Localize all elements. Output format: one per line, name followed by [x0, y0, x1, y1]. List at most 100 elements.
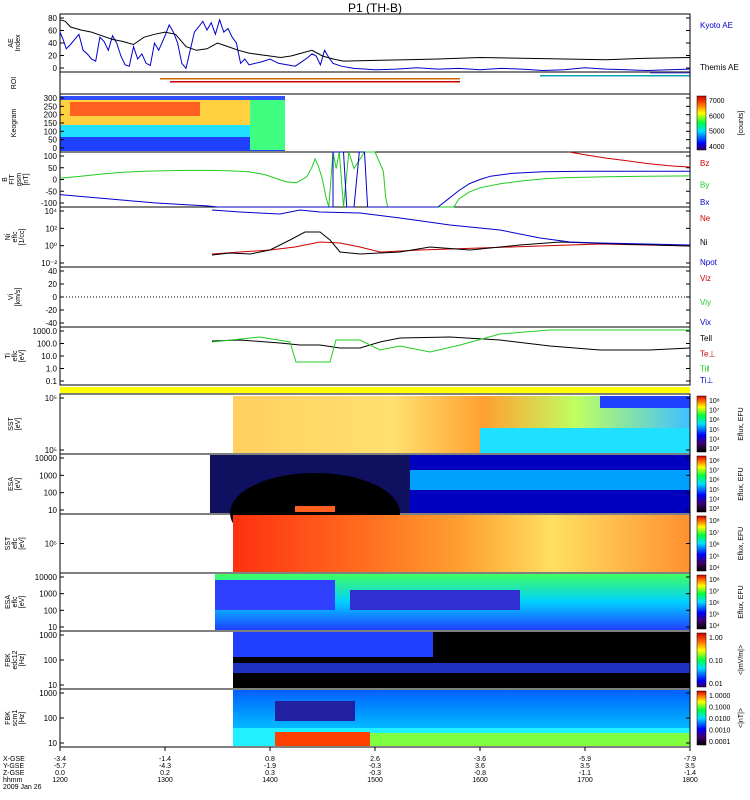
ytick-label: -100	[41, 199, 58, 208]
colorbar-label: [counts]	[738, 111, 745, 136]
colorbar-tick: 10⁷	[709, 530, 720, 537]
ytick-label: 0	[53, 293, 58, 302]
xaxis-value: 3.5	[685, 763, 695, 770]
ylabel-word: Keogram	[11, 109, 18, 138]
ylabel-ni: Ni eflc [1/cc]	[5, 229, 26, 246]
ytick-label: 100	[44, 489, 58, 498]
sst1-spectrogram	[60, 387, 690, 453]
ylabel-word: Ni	[5, 233, 12, 240]
ylabel-word: [eV]	[15, 478, 22, 491]
colorbar-tick: 0.0100	[709, 716, 731, 723]
xaxis-row-label: hhmm	[3, 777, 23, 784]
ytick-label: 1000	[39, 471, 57, 480]
ylabel-bfit: B FIT gsm [nT]	[2, 173, 30, 186]
ylabel-word: [eV]	[15, 418, 22, 431]
colorbar-tick: 0.0010	[709, 728, 731, 735]
ylabel-word: eflc	[12, 596, 19, 607]
colorbar-tick: 10⁸	[709, 398, 720, 405]
colorbar-tick: 10⁵	[709, 553, 720, 560]
ylabel-fbk1: FBK edc12 [Hz]	[5, 650, 26, 669]
xaxis-row-label: Y-GSE	[3, 763, 24, 770]
ytick-label: 50	[48, 164, 57, 173]
xaxis-value: 2.6	[370, 756, 380, 763]
ytick-label: 40	[48, 267, 57, 276]
legend-ti-item: Tell	[700, 334, 712, 343]
roi-bars	[160, 72, 690, 83]
colorbar-tick: 10³	[709, 446, 720, 453]
fbk1-spectrogram	[233, 632, 690, 688]
ylabel-word: SST	[8, 416, 15, 430]
colorbar-tick: 10⁴	[709, 496, 720, 503]
colorbar-tick: 10⁶	[709, 600, 720, 607]
ylabel-roi: ROI	[11, 77, 18, 90]
series-ae-kyoto-ae	[59, 18, 691, 72]
xaxis-value: 0.2	[160, 770, 170, 777]
xaxis-value: -5.9	[579, 756, 591, 763]
colorbar-tick: 10⁷	[709, 408, 720, 415]
ytick-label: 1000	[39, 631, 57, 640]
ytick-label: 20	[48, 280, 57, 289]
ylabel-word: eflc	[12, 538, 19, 549]
colorbar-tick: 0.10	[709, 658, 723, 665]
panel-frame-bfit	[59, 151, 691, 208]
ylabel-ae: AE Index	[8, 34, 22, 52]
ylabel-esa1: ESA [eV]	[8, 477, 22, 491]
ylabel-word: FIT	[9, 174, 16, 185]
colorbar-tick: 10⁶	[709, 417, 720, 424]
xaxis-value: 1800	[682, 777, 698, 784]
sst2-spectrogram	[233, 515, 690, 572]
keogram-image	[60, 96, 285, 151]
xaxis-row-label: Z-GSE	[3, 770, 25, 777]
colorbar-tick: 10⁴	[709, 623, 720, 630]
colorbar-tick: 10⁷	[709, 468, 720, 475]
legend-vi-item: Vix	[700, 318, 711, 327]
xaxis-value: -1.4	[159, 756, 171, 763]
ylabel-word: [nT]	[23, 173, 30, 185]
colorbar-keogram	[696, 95, 707, 151]
ylabel-word: Ti	[5, 353, 12, 359]
colorbar-tick: 0.0001	[709, 739, 731, 746]
colorbar-tick: 10⁴	[709, 436, 720, 443]
ytick-label: 10²	[45, 224, 57, 233]
ytick-label: 10⁵	[45, 394, 57, 403]
series-bfit-bz	[569, 151, 691, 168]
legend-bfit-item: By	[700, 181, 709, 190]
colorbar-tick: 10⁸	[709, 518, 720, 525]
legend-ni-item: Ni	[700, 238, 708, 247]
ylabel-word: AE	[8, 38, 15, 48]
legend-ti-item: Te⊥	[700, 349, 715, 358]
ylabel-esa2: ESA eflc [eV]	[5, 595, 26, 609]
ylabel-ti: Ti eflc [eV]	[5, 350, 26, 363]
colorbar-fbk1	[696, 632, 707, 688]
colorbar-tick: 0.01	[709, 681, 723, 688]
ytick-label: 100.0	[37, 340, 58, 349]
ytick-label: 60	[48, 27, 57, 36]
ylabel-word: [Hz]	[19, 654, 26, 667]
xaxis-value: -0.8	[474, 770, 486, 777]
ylabel-word: gsm	[16, 173, 23, 186]
ytick-label: 10000	[35, 573, 58, 582]
ylabel-word: B	[2, 177, 9, 182]
colorbar-tick: 6000	[709, 113, 725, 120]
ylabel-word: FBK	[5, 711, 12, 725]
xaxis-value: 1600	[472, 777, 488, 784]
colorbar-tick: 10⁵	[709, 612, 720, 619]
ytick-label: 10	[48, 739, 57, 748]
panel-frame-ni	[59, 206, 691, 268]
colorbar-tick: 1.00	[709, 635, 723, 642]
xaxis-value: -5.7	[54, 763, 66, 770]
colorbar-tick: 10⁴	[709, 565, 720, 572]
ytick-label: 100	[44, 656, 58, 665]
colorbar-tick: 0.1000	[709, 705, 731, 712]
legend-ni-item: Npot	[700, 258, 718, 267]
ylabel-word: [1/cc]	[19, 229, 26, 246]
xaxis-value: 3.6	[475, 763, 485, 770]
panel-frame-ti	[59, 326, 691, 386]
colorbar-fbk2	[696, 690, 707, 746]
ylabel-word: Index	[15, 34, 22, 52]
colorbar-esa2	[696, 574, 707, 630]
colorbar-tick: 10⁷	[709, 589, 720, 596]
ylabel-word: eflc	[12, 350, 19, 361]
ylabel-word: [eV]	[19, 596, 26, 609]
colorbar-label: Eflux, EFU	[738, 467, 745, 500]
